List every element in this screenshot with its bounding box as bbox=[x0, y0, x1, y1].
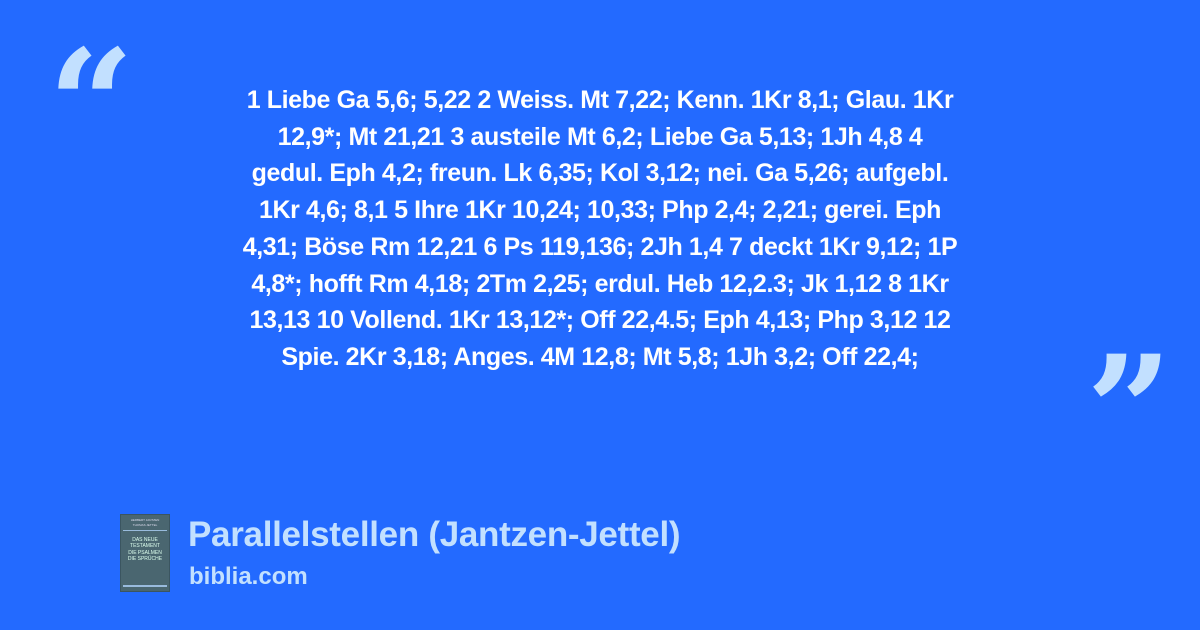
verse-line: Spie. 2Kr 3,18; Anges. 4M 12,8; Mt 5,8; … bbox=[281, 342, 919, 371]
verse-line: gedul. Eph 4,2; freun. Lk 6,35; Kol 3,12… bbox=[251, 159, 949, 188]
cover-title: DAS NEUE TESTAMENT DIE PSALMEN DIE SPRÜC… bbox=[122, 537, 168, 562]
cover-title-line: DAS NEUE bbox=[132, 537, 158, 543]
cover-title-line: DIE SPRÜCHE bbox=[127, 555, 163, 562]
verse-text: 1 Liebe Ga 5,6; 5,22 2 Weiss. Mt 7,22; K… bbox=[120, 82, 1080, 376]
close-quote-icon: ” bbox=[1086, 323, 1173, 499]
cover-title-line: TESTAMENT bbox=[130, 543, 160, 550]
verse-line: 4,8*; hofft Rm 4,18; 2Tm 2,25; erdul. He… bbox=[251, 269, 949, 298]
verse-line: 1Kr 4,6; 8,1 5 Ihre 1Kr 10,24; 10,33; Ph… bbox=[258, 196, 942, 225]
verse-line: 1 Liebe Ga 5,6; 5,22 2 Weiss. Mt 7,22; K… bbox=[246, 86, 954, 114]
verse-line: 13,13 10 Vollend. 1Kr 13,12*; Off 22,4.5… bbox=[249, 306, 951, 335]
cover-authors: HERBERT JANTZEN THOMAS JETTEL bbox=[123, 518, 167, 531]
open-quote-icon: “ bbox=[48, 17, 135, 193]
cover-author: HERBERT JANTZEN bbox=[130, 518, 160, 522]
source-site: biblia.com bbox=[189, 563, 308, 590]
cover-title-line: DIE PSALMEN bbox=[128, 549, 162, 556]
cover-author: THOMAS JETTEL bbox=[132, 523, 158, 527]
book-cover-image: HERBERT JANTZEN THOMAS JETTEL DAS NEUE T… bbox=[120, 514, 170, 592]
verse-line: 12,9*; Mt 21,21 3 austeile Mt 6,2; Liebe… bbox=[277, 122, 923, 151]
source-title: Parallelstellen (Jantzen-Jettel) bbox=[188, 515, 681, 554]
verse-line: 4,31; Böse Rm 12,21 6 Ps 119,136; 2Jh 1,… bbox=[242, 232, 958, 261]
cover-stripe bbox=[123, 585, 167, 587]
